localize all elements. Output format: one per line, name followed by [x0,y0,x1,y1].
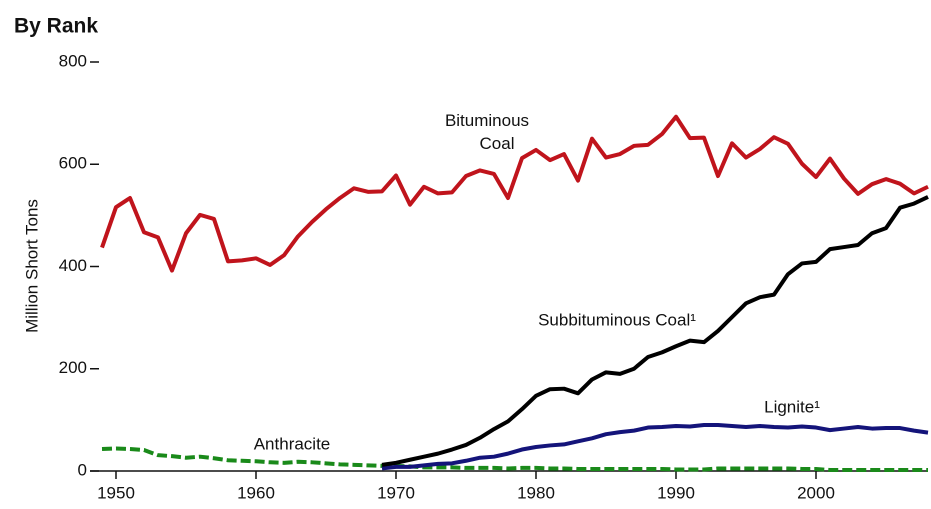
series-label: Anthracite [254,434,331,453]
x-tick-label: 1950 [97,483,135,502]
series-label: Subbituminous Coal¹ [538,310,696,329]
y-tick-label: 200 [59,358,87,377]
y-tick-label: 400 [59,256,87,275]
y-tick-label: 0 [78,460,87,479]
y-axis-label: Million Short Tons [22,199,41,333]
series-label: Bituminous Coal [445,111,529,153]
series-line [101,446,928,472]
x-tick-label: 1970 [377,483,415,502]
x-tick-label: 1980 [517,483,555,502]
series-label: Lignite¹ [764,397,820,416]
series-line [381,195,929,467]
x-tick-label: 2000 [797,483,835,502]
x-tick-label: 1990 [657,483,695,502]
series-line [100,114,929,273]
chart-title: By Rank [14,15,98,38]
x-tick-label: 1960 [237,483,275,502]
y-tick-label: 600 [59,154,87,173]
series-line [381,422,929,471]
y-tick-label: 800 [59,51,87,70]
